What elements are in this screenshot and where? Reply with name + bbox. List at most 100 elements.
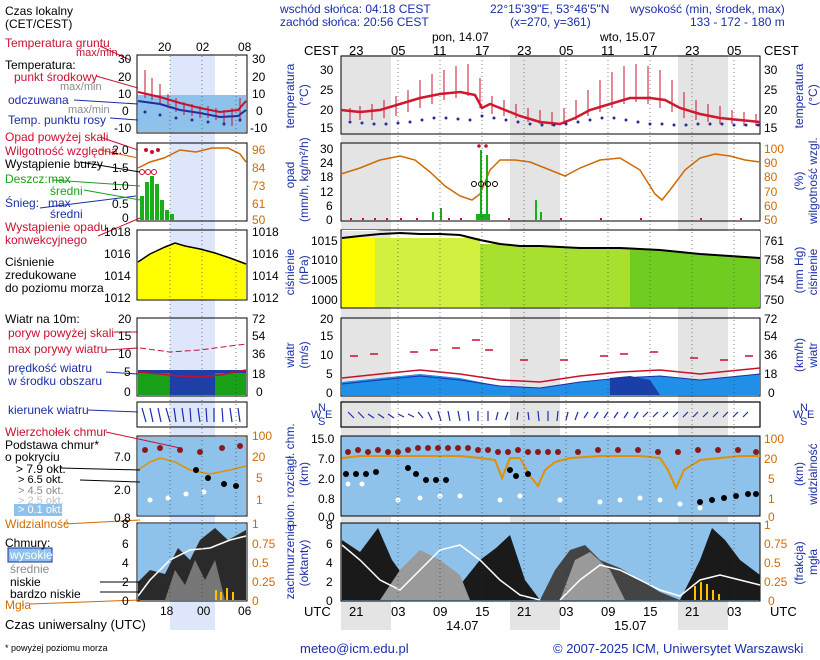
- wind-axis-left-2: (m/s): [297, 341, 311, 369]
- main-temp-right-tick: 30: [764, 63, 778, 77]
- snow-label: Śnieg:: [5, 196, 40, 210]
- main-temp-left-tick: 30: [320, 63, 334, 77]
- wind-axis-right-2: (km/h): [792, 338, 806, 372]
- main-wind-left-tick: 0: [326, 386, 333, 400]
- cest-tick: 17: [475, 43, 490, 58]
- pressure-label-1: Ciśnienie: [5, 255, 55, 269]
- utc-time-title: Czas uniwersalny (UTC): [5, 617, 146, 632]
- okta-25: > 2.5 okt.: [18, 495, 64, 507]
- temp-left-tick: -10: [114, 121, 132, 135]
- press-left-tick: 1012: [104, 291, 131, 305]
- cest-tick: 23: [349, 43, 364, 58]
- main-temp-left-tick: 15: [320, 121, 334, 135]
- main-precip-left-tick: 30: [320, 142, 334, 156]
- cest-right-label: CEST: [764, 43, 799, 58]
- main-temp-right-tick: 20: [764, 103, 778, 117]
- main-press-left-tick: 1015: [311, 234, 338, 248]
- humidity-label: Wilgotność względna: [5, 144, 118, 158]
- clouds-title: Chmury:: [5, 536, 51, 550]
- precip-right-tick: 84: [252, 161, 266, 175]
- main-precip-right-tick: 90: [764, 156, 778, 170]
- main-cover-right-tick: 0: [768, 594, 775, 608]
- cest-tick: 17: [643, 43, 658, 58]
- date2-bottom: 15.07: [614, 618, 647, 633]
- utc-tick: 21: [349, 604, 364, 619]
- cloud-axis-left-1: pion. rozciągł. chm.: [283, 423, 297, 527]
- cloud-base-label-1: Podstawa chmur*: [5, 438, 100, 452]
- utc-tick: 03: [559, 604, 574, 619]
- contact-email-link[interactable]: meteo@icm.edu.pl: [300, 641, 409, 656]
- snow-mid-label: średni: [50, 207, 83, 221]
- cover-right-tick: 1: [252, 517, 259, 531]
- wind-left-tick: 10: [118, 347, 132, 361]
- coordinates-text: 22°15'39"E, 53°46'5"N: [490, 2, 610, 16]
- main-cloud-right-tick: 100: [764, 432, 785, 446]
- humidity-axis-right-1: wilgotność wzgl.: [806, 137, 820, 224]
- main-cover-right-tick: 0.25: [764, 575, 788, 589]
- utc-tick: 21: [517, 604, 532, 619]
- cest-tick: 11: [433, 43, 447, 58]
- main-wind-panel: [340, 317, 761, 397]
- main-cloud-left-tick: 0.8: [318, 492, 335, 506]
- main-cloud-left-tick: 7.0: [318, 452, 335, 466]
- main-cover-left-tick: 8: [326, 518, 333, 532]
- cover-right-tick: 0.5: [252, 556, 269, 570]
- main-cloud-right-tick: 5: [768, 472, 775, 486]
- wind-axis-right-1: wiatr: [806, 342, 820, 368]
- main-cloud-right-tick: 20: [764, 452, 778, 466]
- copyright-text: © 2007-2025 ICM, Uniwersytet Warszawski: [553, 641, 804, 656]
- press-left-tick: 1016: [104, 247, 131, 261]
- precip-left-tick: 0.5: [112, 197, 129, 211]
- left-utc-tick: 00: [197, 604, 211, 618]
- main-press-left-tick: 1000: [311, 293, 338, 307]
- compass-e-right: E: [807, 409, 815, 421]
- rain-label: Deszcz:: [5, 172, 48, 186]
- cloud-right-tick: 5: [256, 471, 263, 485]
- temp-right-tick: 0: [256, 104, 263, 118]
- precip-left-tick: 1.0: [112, 179, 129, 193]
- okta-79: > 7.9 okt.: [16, 462, 66, 476]
- utc-tick: 03: [727, 604, 742, 619]
- wind-left-tick: 15: [118, 329, 132, 343]
- main-press-panel: [340, 229, 761, 309]
- visibility-label: Widzialność: [5, 517, 70, 531]
- precip-left-tick: 2.0: [112, 143, 129, 157]
- cest-left-label: CEST: [304, 43, 339, 58]
- cest-tick: 11: [601, 43, 615, 58]
- main-cover-panel: [340, 522, 761, 602]
- clouds-mid-label: średnie: [10, 562, 50, 576]
- cover-left-tick: 0: [122, 594, 129, 608]
- cest-tick: 05: [391, 43, 406, 58]
- cloud-right-tick: 20: [252, 450, 266, 464]
- left-utc-tick: 06: [238, 604, 252, 618]
- sunset-text: zachód słońca: 20:56 CEST: [280, 15, 429, 29]
- cover-right-tick: 0.25: [252, 575, 276, 589]
- wind-left-tick: 0: [124, 385, 131, 399]
- main-temp-right-tick: 25: [764, 83, 778, 97]
- main-wind-right-tick: 54: [764, 329, 778, 343]
- cloud-left-tick: 0.8: [114, 511, 131, 525]
- soil-temp-label: Temperatura gruntu: [5, 36, 110, 50]
- main-precip-right-tick: 60: [764, 199, 778, 213]
- main-cloud-left-tick: 2.0: [318, 472, 335, 486]
- precip-right-tick: 50: [252, 213, 266, 227]
- main-wind-right-tick: 0: [768, 386, 775, 400]
- main-cover-right-tick: 0.75: [764, 537, 788, 551]
- humidity-axis-right-2: (%): [792, 171, 806, 191]
- left-local-tick-1: 02: [196, 40, 210, 54]
- main-press-right-tick: 750: [764, 293, 785, 307]
- main-press-right-tick: 761: [764, 234, 785, 248]
- utc-right-label: UTC: [770, 604, 797, 619]
- left-local-tick-0: 20: [158, 40, 172, 54]
- wind-axis-left-1: wiatr: [283, 342, 297, 368]
- day1-label: pon, 14.07: [432, 30, 489, 44]
- precip-left-tick: 1.5: [112, 161, 129, 175]
- precip-right-tick: 61: [252, 197, 266, 211]
- compass-n-left: N: [318, 402, 326, 414]
- left-local-tick-2: 08: [238, 40, 252, 54]
- fog-axis-right-2: (frakcja): [792, 541, 806, 585]
- vis-axis-right-1: widzialność: [806, 443, 820, 505]
- main-wind-left-tick: 5: [326, 367, 333, 381]
- cover-right-tick: 0.75: [252, 537, 276, 551]
- temp-right-tick: 10: [252, 87, 266, 101]
